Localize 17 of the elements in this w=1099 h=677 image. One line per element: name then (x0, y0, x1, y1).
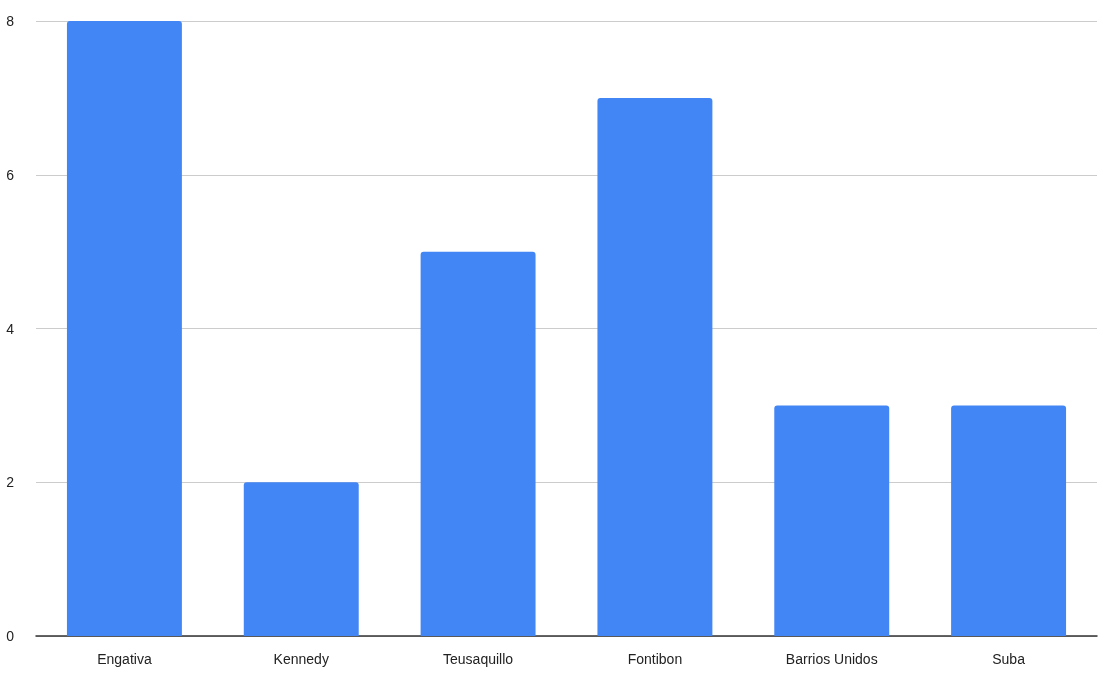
bar (243, 482, 359, 636)
y-tick-label: 8 (6, 13, 15, 29)
y-tick-label: 2 (6, 474, 15, 491)
x-tick-label: Engativa (97, 651, 152, 667)
bar (420, 251, 536, 636)
y-tick-label: 4 (6, 320, 15, 337)
y-tick-label: 0 (6, 628, 15, 644)
x-tick-label: Barrios Unidos (785, 651, 878, 667)
x-tick-label: Fontibon (627, 651, 683, 667)
bar (774, 405, 890, 636)
x-tick-label: Teusaquillo (443, 651, 514, 667)
y-tick-label: 6 (6, 166, 15, 183)
bar (951, 405, 1067, 636)
bar (66, 21, 182, 636)
x-tick-label: Kennedy (273, 651, 329, 667)
bar (597, 97, 713, 636)
x-tick-label: Suba (992, 651, 1026, 667)
